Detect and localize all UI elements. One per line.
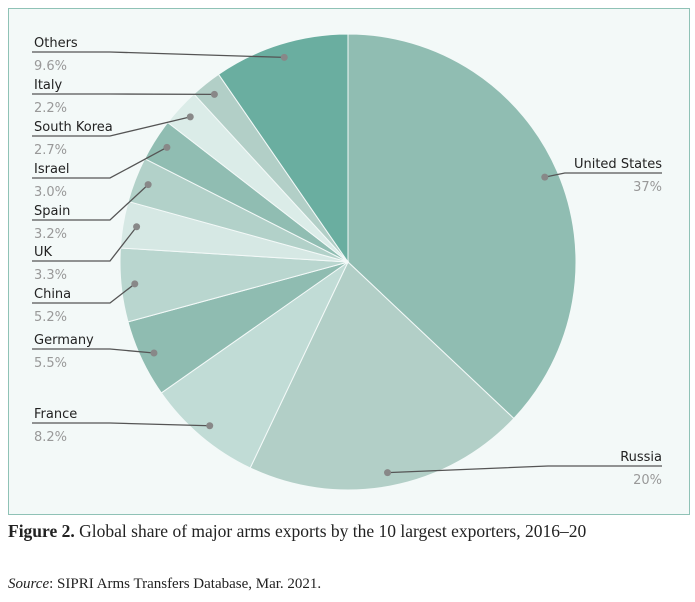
slice-label: France <box>34 407 77 422</box>
leader-line <box>32 184 149 221</box>
pie-slice <box>249 261 515 491</box>
slice-value: 3.2% <box>34 227 67 242</box>
slice-value: 8.2% <box>34 430 67 445</box>
slice-label: Russia <box>620 450 662 465</box>
leader-dot <box>133 223 141 231</box>
leader-dot <box>186 113 194 121</box>
leader-dot <box>131 280 139 288</box>
leader-dot <box>150 349 158 357</box>
leader-dot <box>541 173 549 181</box>
leader-dot <box>163 143 171 151</box>
leader-line <box>32 283 136 304</box>
slice-label: China <box>34 287 71 302</box>
leader-line <box>32 226 138 262</box>
leader-line <box>544 172 662 178</box>
slice-value: 9.6% <box>34 59 67 74</box>
slice-label: Israel <box>34 162 70 177</box>
leader-line <box>32 348 155 354</box>
caption-text: Global share of major arms exports by th… <box>74 521 587 541</box>
pie-slice <box>347 33 577 420</box>
slice-value: 2.2% <box>34 101 67 116</box>
source-text: : SIPRI Arms Transfers Database, Mar. 20… <box>49 576 322 592</box>
leader-dot <box>280 53 288 61</box>
slice-label: Italy <box>34 78 63 93</box>
source-label: Source <box>8 576 50 592</box>
slice-value: 37% <box>633 180 662 195</box>
leader-line <box>32 51 285 59</box>
leader-line <box>32 146 168 179</box>
slice-value: 5.5% <box>34 356 67 371</box>
leader-dot <box>210 90 218 98</box>
slice-label: Germany <box>34 333 94 348</box>
caption: Figure 2. Global share of major arms exp… <box>8 520 668 543</box>
slice-label: UK <box>34 245 53 260</box>
slice-value: 20% <box>633 473 662 488</box>
leader-dot <box>384 469 392 477</box>
leader-line <box>387 465 662 474</box>
leader-line <box>32 422 210 427</box>
pie-slice <box>217 33 349 264</box>
slice-label: Spain <box>34 204 70 219</box>
slice-label: Others <box>34 36 78 51</box>
slice-label: United States <box>574 157 662 172</box>
slice-value: 2.7% <box>34 143 67 158</box>
slice-value: 3.3% <box>34 268 67 283</box>
slice-value: 5.2% <box>34 310 67 325</box>
slice-label: South Korea <box>34 120 113 135</box>
caption-label: Figure 2. <box>8 521 75 541</box>
chart: United States 37% Russia 20% France 8.2% Germa… <box>8 8 690 515</box>
source: Source: SIPRI Arms Transfers Database, M… <box>8 576 321 593</box>
slice-value: 3.0% <box>34 185 67 200</box>
leader-dot <box>206 422 214 430</box>
leader-dot <box>144 181 152 189</box>
pie-slice <box>160 260 350 469</box>
leader-line <box>32 116 191 137</box>
